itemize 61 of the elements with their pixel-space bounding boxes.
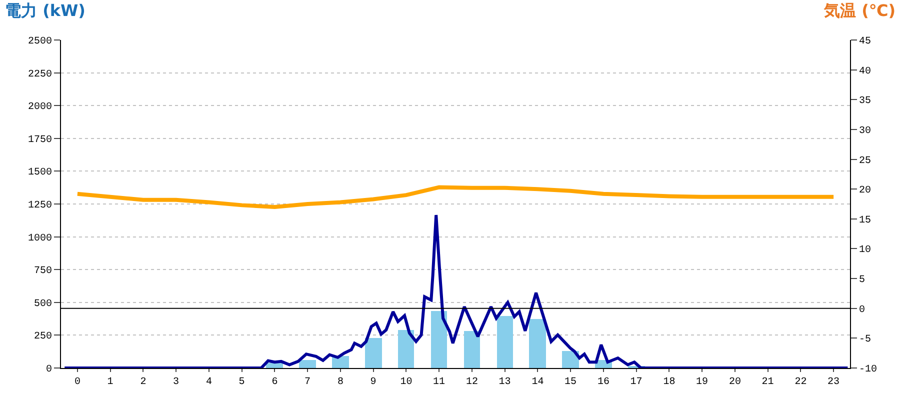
x-tick-label: 22 bbox=[794, 377, 807, 388]
x-tick-label: 6 bbox=[272, 377, 278, 388]
bar bbox=[497, 316, 513, 368]
y-tick-label: 750 bbox=[34, 266, 52, 278]
y2-axis-title: 気温 (℃) bbox=[823, 1, 896, 20]
y-tick-label: 0 bbox=[46, 364, 52, 376]
bar bbox=[266, 363, 283, 368]
y2-tick-label: 10 bbox=[859, 245, 872, 256]
y2-tick-label: 35 bbox=[859, 96, 872, 108]
x-tick-label: 23 bbox=[828, 377, 840, 388]
y-tick-label: 2000 bbox=[28, 102, 52, 114]
y2-tick-label: -5 bbox=[859, 334, 872, 346]
y2-tick-label: 45 bbox=[859, 36, 872, 48]
bar bbox=[365, 338, 382, 368]
bar bbox=[431, 311, 447, 368]
x-tick-label: 11 bbox=[433, 377, 446, 388]
y-tick-label: 1250 bbox=[28, 200, 52, 212]
x-tick-label: 20 bbox=[728, 377, 741, 388]
y2-tick-label: 30 bbox=[859, 126, 872, 137]
x-tick-label: 4 bbox=[206, 377, 212, 388]
bar bbox=[529, 319, 546, 368]
y-tick-label: 1500 bbox=[28, 168, 52, 179]
y2-tick-label: 15 bbox=[859, 215, 872, 226]
x-tick-label: 17 bbox=[630, 377, 642, 388]
y-axis-title: 電力 (kW) bbox=[5, 1, 86, 20]
y2-tick-label: 5 bbox=[859, 275, 866, 286]
x-tick-label: 14 bbox=[532, 377, 544, 388]
y2-tick-label: 25 bbox=[859, 156, 872, 167]
x-tick-label: 0 bbox=[74, 377, 80, 388]
y2-tick-label: 20 bbox=[859, 186, 872, 197]
y-tick-label: 1750 bbox=[28, 134, 52, 146]
y2-tick-label: -10 bbox=[859, 364, 878, 376]
bar bbox=[299, 360, 316, 368]
bar bbox=[562, 351, 579, 368]
y-tick-label: 250 bbox=[34, 332, 52, 343]
line-series bbox=[63, 214, 850, 368]
x-tick-label: 16 bbox=[597, 377, 610, 388]
x-tick-label: 10 bbox=[400, 377, 412, 388]
x-tick-label: 2 bbox=[140, 377, 146, 388]
bar bbox=[464, 331, 480, 368]
line-series bbox=[75, 185, 836, 209]
x-tick-label: 9 bbox=[370, 377, 376, 388]
y2-tick-label: 0 bbox=[859, 304, 866, 316]
x-tick-label: 3 bbox=[173, 377, 180, 388]
y-tick-label: 2250 bbox=[28, 69, 52, 80]
x-tick-label: 21 bbox=[762, 377, 774, 388]
x-tick-label: 18 bbox=[663, 377, 676, 388]
x-tick-label: 5 bbox=[238, 377, 245, 388]
x-tick-label: 19 bbox=[696, 377, 708, 388]
x-tick-label: 13 bbox=[498, 377, 511, 388]
y-tick-label: 500 bbox=[34, 298, 52, 310]
x-tick-label: 7 bbox=[304, 377, 311, 388]
y-tick-label: 1000 bbox=[28, 233, 52, 244]
x-tick-label: 1 bbox=[107, 377, 114, 388]
x-tick-label: 8 bbox=[337, 377, 344, 388]
bar bbox=[398, 330, 414, 368]
x-tick-label: 12 bbox=[466, 377, 478, 388]
y-tick-label: 2500 bbox=[28, 36, 52, 48]
x-tick-label: 15 bbox=[564, 377, 577, 388]
bar bbox=[332, 356, 349, 368]
y2-tick-label: 40 bbox=[859, 66, 872, 78]
